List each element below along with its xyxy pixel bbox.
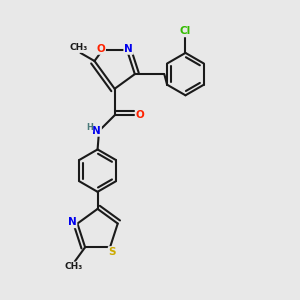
- Text: N: N: [68, 218, 76, 227]
- Text: O: O: [136, 110, 145, 120]
- Text: CH₃: CH₃: [70, 43, 88, 52]
- Text: O: O: [96, 44, 105, 54]
- Text: N: N: [124, 44, 133, 54]
- Text: CH₃: CH₃: [64, 262, 83, 271]
- Text: Cl: Cl: [180, 26, 191, 36]
- Text: H: H: [86, 123, 93, 132]
- Text: S: S: [109, 247, 116, 257]
- Text: N: N: [92, 126, 101, 136]
